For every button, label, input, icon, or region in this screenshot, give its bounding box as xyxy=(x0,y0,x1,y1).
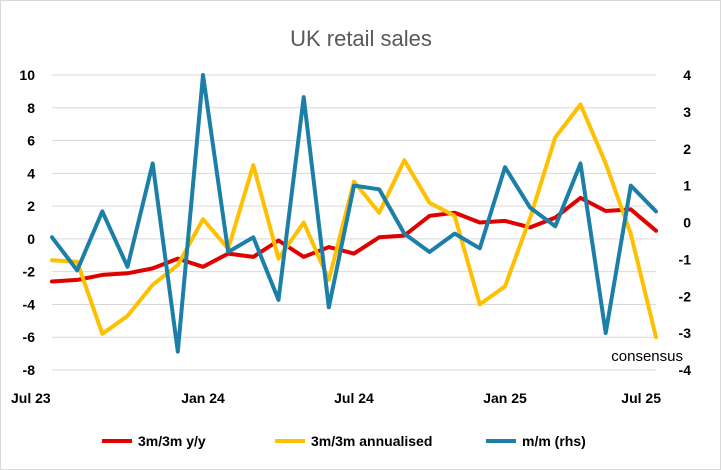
x-tick-label: Jan 25 xyxy=(483,390,527,406)
legend-label: m/m (rhs) xyxy=(522,433,586,449)
x-tick-label: Jul 24 xyxy=(334,390,374,406)
legend-label: 3m/3m y/y xyxy=(138,433,206,449)
y-left-tick-label: 0 xyxy=(27,231,35,247)
y-right-tick-label: -1 xyxy=(679,251,692,267)
chart-title: UK retail sales xyxy=(290,26,432,51)
y-right-tick-label: 0 xyxy=(683,215,691,231)
y-left-tick-label: -2 xyxy=(23,264,36,280)
y-right-tick-label: 3 xyxy=(683,104,691,120)
series-line-1 xyxy=(50,195,658,284)
legend-label: 3m/3m annualised xyxy=(311,433,432,449)
y-left-tick-label: 6 xyxy=(27,133,35,149)
y-right-tick-label: 2 xyxy=(683,141,691,157)
right-axis-labels: -4 -3 -2 -1 0 1 2 3 4 xyxy=(679,67,692,378)
y-right-tick-label: -4 xyxy=(679,362,692,378)
series-line-3 xyxy=(50,73,658,354)
y-left-tick-label: -8 xyxy=(23,362,36,378)
y-right-tick-label: -3 xyxy=(679,325,692,341)
y-right-tick-label: 4 xyxy=(683,67,691,83)
y-left-tick-label: -6 xyxy=(23,329,36,345)
y-left-tick-label: 8 xyxy=(27,100,35,116)
x-tick-label: Jan 24 xyxy=(181,390,225,406)
y-left-tick-label: 4 xyxy=(27,165,35,181)
y-left-tick-label: 10 xyxy=(19,67,35,83)
x-tick-label: Jul 23 xyxy=(11,390,51,406)
series-lines xyxy=(50,73,658,354)
legend: 3m/3m y/y 3m/3m annualised m/m (rhs) xyxy=(102,433,586,449)
left-axis-labels: -8 -6 -4 -2 0 2 4 6 8 10 xyxy=(19,67,35,378)
y-right-tick-label: -2 xyxy=(679,288,692,304)
x-tick-label: Jul 25 xyxy=(621,390,661,406)
x-axis-labels: Jul 23 Jan 24 Jul 24 Jan 25 Jul 25 xyxy=(11,390,661,406)
y-left-tick-label: -4 xyxy=(23,296,36,312)
y-left-tick-label: 2 xyxy=(27,198,35,214)
y-right-tick-label: 1 xyxy=(683,178,691,194)
series-line-2 xyxy=(50,102,658,340)
gridlines xyxy=(52,74,656,371)
annotation-consensus: consensus xyxy=(611,348,683,365)
